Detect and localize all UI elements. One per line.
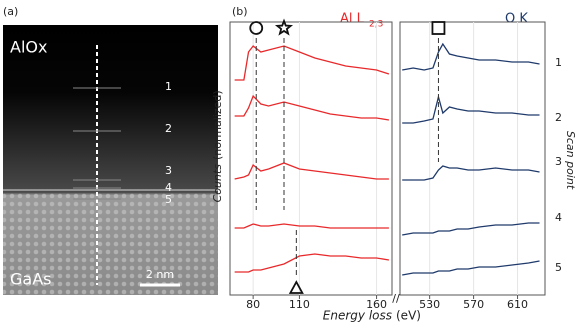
spectrum — [402, 260, 540, 276]
scan-label: 1 — [555, 56, 562, 69]
panel-label: (b) — [232, 5, 248, 18]
o-title: O K — [505, 12, 528, 27]
x-label: Energy loss — [323, 309, 392, 323]
al-title: Al L — [340, 12, 365, 27]
y-label-text: Counts — [211, 164, 224, 203]
spectrum — [234, 94, 390, 121]
scan-label: 1 — [165, 80, 172, 93]
x-tick-label: 570 — [463, 298, 484, 311]
marker — [288, 280, 304, 294]
y-label-unit: (normalized) — [211, 90, 224, 160]
x-tick-label: 610 — [507, 298, 528, 311]
spectrum — [234, 45, 390, 81]
scan-label: 2 — [165, 122, 172, 135]
region-label: AlOx — [10, 38, 47, 57]
marker — [249, 21, 264, 35]
plot-frame — [399, 21, 546, 296]
image-texture — [3, 192, 218, 295]
scan-label: 4 — [555, 211, 562, 224]
x-tick-label: 80 — [246, 298, 260, 311]
scan-label: 4 — [165, 181, 172, 194]
scale-label: 2 nm — [146, 268, 174, 281]
spectrum — [402, 222, 540, 236]
scan-label: 5 — [555, 261, 562, 274]
panel-label: (a) — [3, 5, 18, 18]
scan-label: 2 — [555, 111, 562, 124]
x-tick-label: 530 — [419, 298, 440, 311]
spectrum — [402, 94, 540, 124]
x-tick-label: 160 — [366, 298, 387, 311]
spectrum — [234, 223, 389, 229]
y2-label: Scan point — [564, 131, 577, 190]
scan-label: 5 — [165, 193, 172, 206]
y-label: Counts (normalized) — [211, 90, 224, 202]
axis-break: // — [392, 292, 400, 305]
marker — [431, 21, 446, 35]
scan-ticks — [73, 87, 121, 200]
scan-label: 3 — [555, 155, 562, 168]
scan-label: 3 — [165, 164, 172, 177]
region-label: GaAs — [10, 270, 51, 289]
marker — [274, 18, 294, 36]
spectrum — [402, 42, 540, 71]
spectrum — [402, 165, 540, 181]
plot-frame — [229, 21, 393, 296]
spectrum — [234, 162, 389, 180]
x-label-unit: (eV) — [396, 309, 421, 323]
x-tick-label: 110 — [289, 298, 310, 311]
spectrum — [234, 253, 390, 273]
